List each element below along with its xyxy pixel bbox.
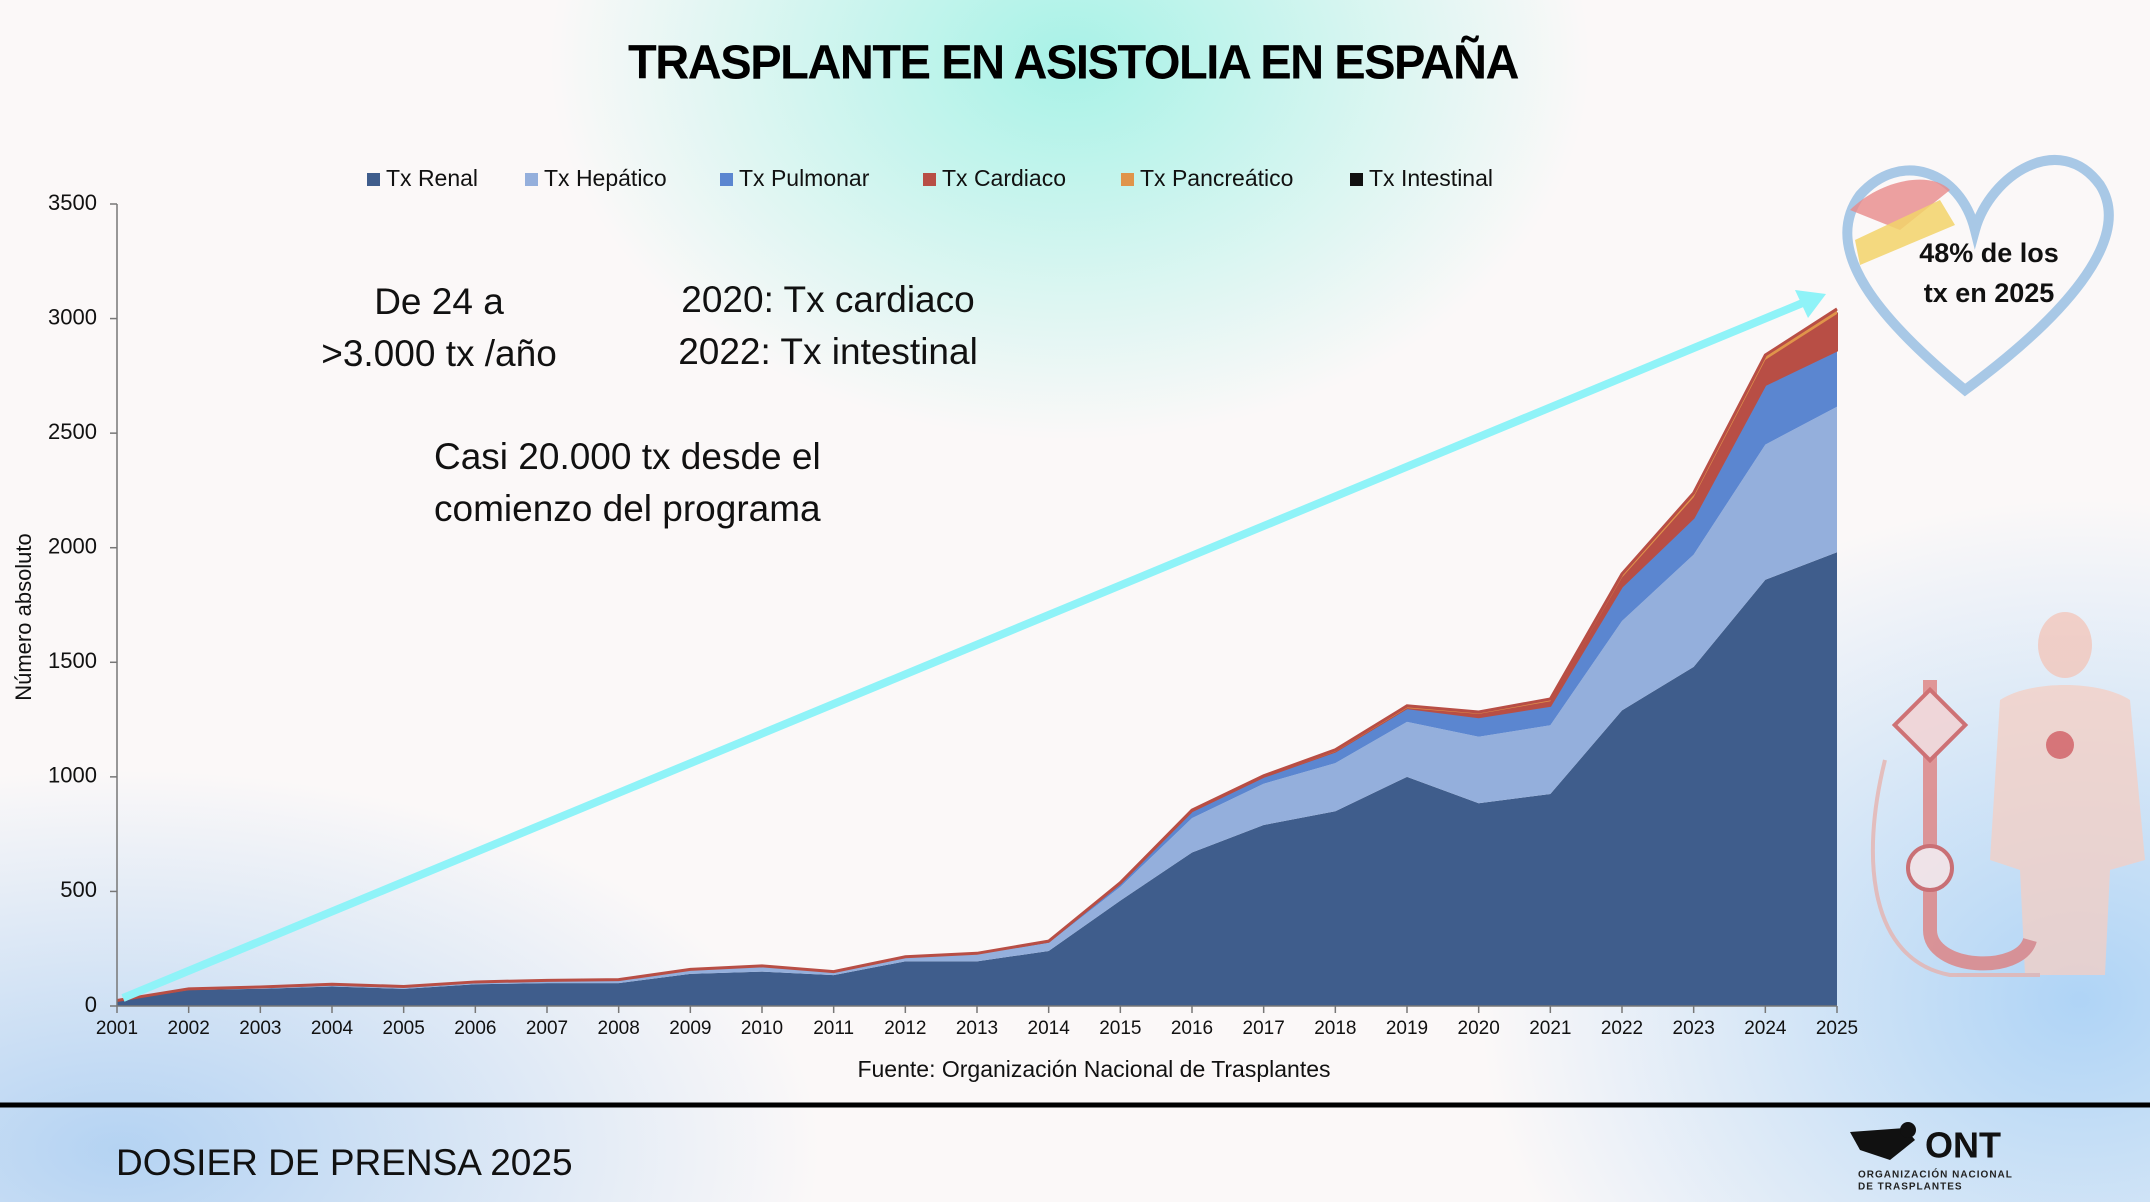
legend-label: Tx Hepático (544, 165, 667, 191)
x-tick-label: 2001 (96, 1018, 138, 1039)
x-tick-label: 2015 (1099, 1018, 1141, 1039)
x-tick-label: 2025 (1816, 1018, 1858, 1039)
chart-title: TRASPLANTE EN ASISTOLIA EN ESPAÑA (628, 35, 1519, 90)
x-tick-label: 2013 (956, 1018, 998, 1039)
legend-label: Tx Intestinal (1369, 165, 1493, 191)
legend-swatch (1350, 173, 1363, 186)
y-axis-label: Número absoluto (11, 533, 36, 701)
x-tick-label: 2007 (526, 1018, 568, 1039)
legend-label: Tx Pulmonar (739, 165, 870, 191)
legend-swatch (525, 173, 538, 186)
x-tick-label: 2004 (311, 1018, 354, 1039)
y-tick-label: 3500 (48, 190, 97, 215)
x-tick-label: 2024 (1744, 1018, 1787, 1039)
y-tick-label: 3000 (48, 304, 97, 329)
y-tick-label: 500 (60, 877, 97, 902)
y-tick-label: 0 (85, 992, 97, 1017)
source: Fuente: Organización Nacional de Traspla… (857, 1056, 1330, 1082)
logo-dot (1900, 1122, 1916, 1138)
area (117, 552, 1837, 1006)
logo-mark (1850, 1128, 1915, 1160)
legend-swatch (1121, 173, 1134, 186)
logo-sub: DE TRASPLANTES (1858, 1182, 1963, 1193)
x-tick-label: 2003 (239, 1018, 281, 1039)
x-tick-label: 2018 (1314, 1018, 1356, 1039)
x-tick-label: 2016 (1171, 1018, 1213, 1039)
y-tick-label: 2500 (48, 419, 97, 444)
x-tick-label: 2012 (884, 1018, 926, 1039)
y-tick-label: 1000 (48, 763, 97, 788)
logo-text: ONT (1925, 1125, 2001, 1166)
x-tick-label: 2002 (168, 1018, 210, 1039)
y-tick-label: 2000 (48, 534, 97, 559)
x-tick-label: 2008 (598, 1018, 640, 1039)
annotation: 2022: Tx intestinal (678, 331, 978, 372)
x-tick-label: 2006 (454, 1018, 496, 1039)
x-tick-label: 2022 (1601, 1018, 1643, 1039)
total-outline (116, 307, 1838, 1002)
annotation: Casi 20.000 tx desde el (434, 436, 821, 477)
x-tick-label: 2011 (813, 1018, 854, 1039)
x-tick-label: 2017 (1243, 1018, 1285, 1039)
body-illustration (1870, 612, 2145, 977)
x-tick-label: 2023 (1673, 1018, 1715, 1039)
x-tick-label: 2009 (669, 1018, 711, 1039)
trend-arrow-head (1795, 290, 1826, 318)
x-tick-label: 2020 (1458, 1018, 1500, 1039)
x-tick-label: 2019 (1386, 1018, 1428, 1039)
legend-swatch (720, 173, 733, 186)
legend-label: Tx Pancreático (1140, 165, 1293, 191)
x-tick-label: 2005 (383, 1018, 425, 1039)
annotation: >3.000 tx /año (321, 333, 557, 374)
x-tick-label: 2021 (1529, 1018, 1571, 1039)
legend-swatch (923, 173, 936, 186)
annotation: 48% de los (1919, 238, 2059, 268)
trend-arrow (121, 298, 1807, 1002)
logo-sub: ORGANIZACIÓN NACIONAL (1858, 1168, 2013, 1181)
legend-label: Tx Renal (386, 165, 478, 191)
legend-label: Tx Cardiaco (942, 165, 1066, 191)
x-tick-label: 2014 (1028, 1018, 1071, 1039)
legend-swatch (367, 173, 380, 186)
x-tick-label: 2010 (741, 1018, 783, 1039)
footer-text: DOSIER DE PRENSA 2025 (116, 1142, 573, 1183)
y-tick-label: 1500 (48, 648, 97, 673)
annotation: comienzo del programa (434, 488, 821, 529)
annotation: De 24 a (374, 281, 504, 322)
annotation: tx en 2025 (1924, 278, 2055, 308)
annotation: 2020: Tx cardiaco (681, 279, 974, 320)
heart-decoration (1842, 155, 2114, 397)
